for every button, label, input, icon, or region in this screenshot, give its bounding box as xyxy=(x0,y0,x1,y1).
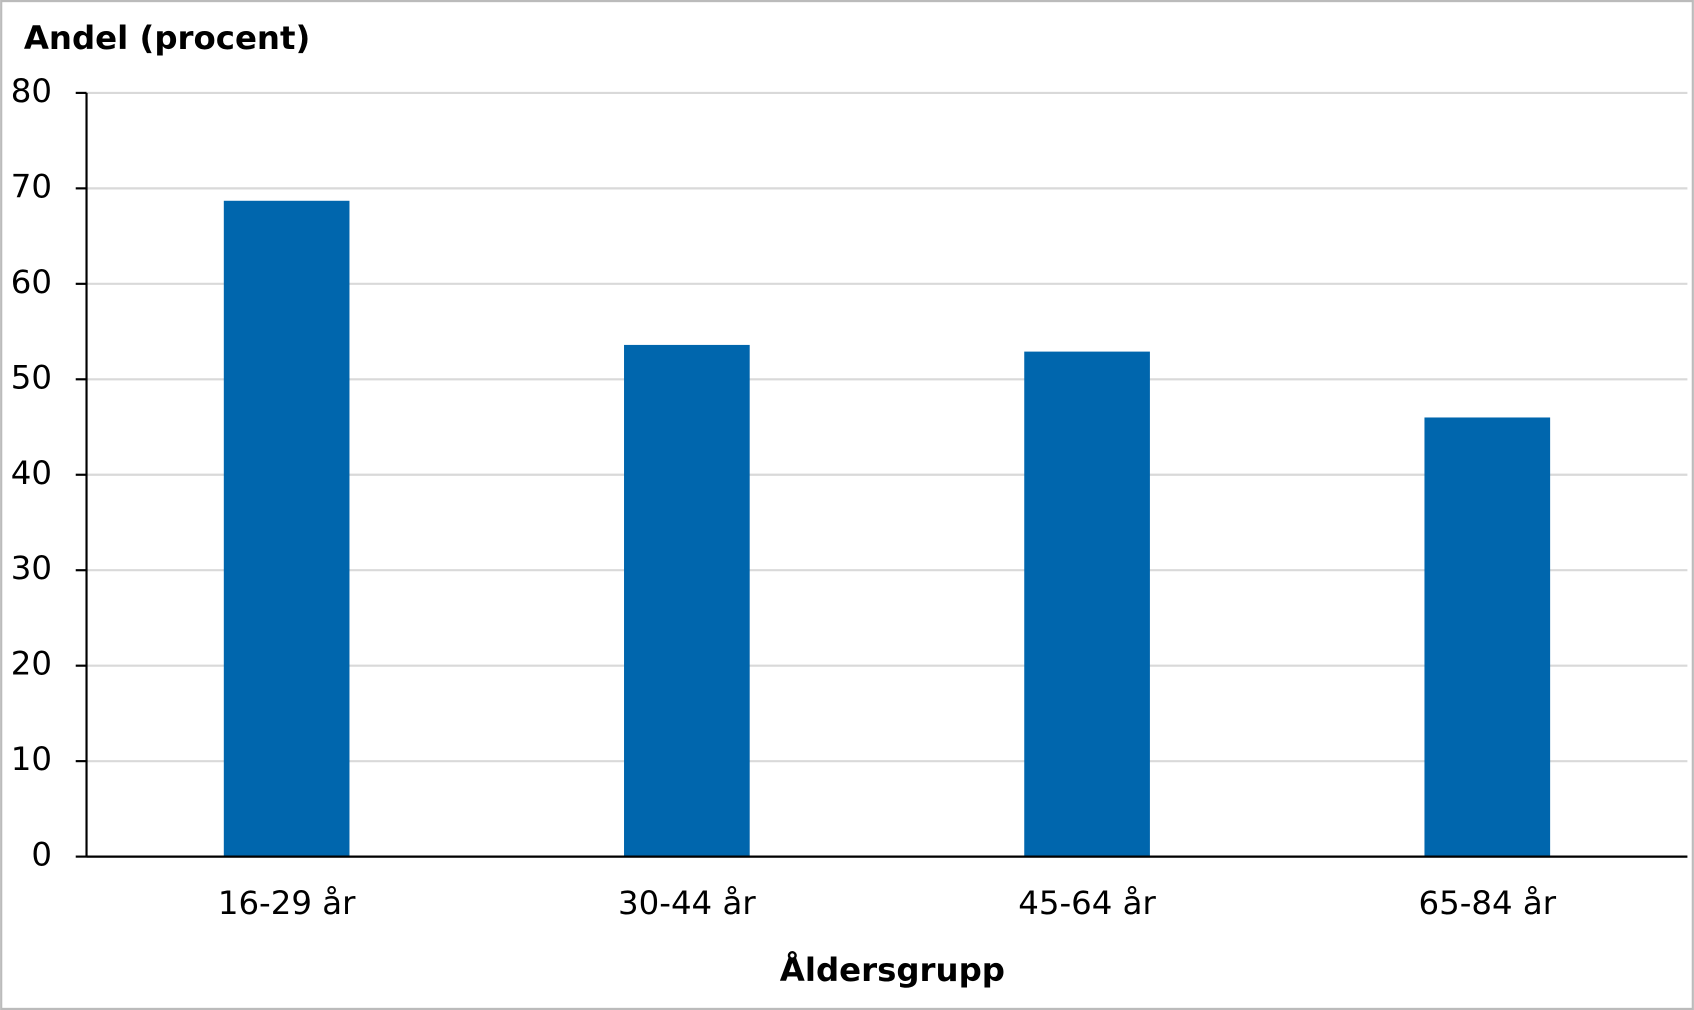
y-tick-label: 20 xyxy=(11,645,52,683)
x-tick-label: 30-44 år xyxy=(618,884,756,922)
y-tick-label: 70 xyxy=(11,167,52,205)
y-tick-label: 50 xyxy=(11,358,52,396)
x-tick-label: 45-64 år xyxy=(1018,884,1156,922)
bar xyxy=(624,344,750,857)
y-tick-label: 80 xyxy=(11,72,52,110)
bar xyxy=(223,200,350,857)
y-axis-label: Andel (procent) xyxy=(24,19,310,57)
x-tick-label: 16-29 år xyxy=(218,884,356,922)
y-tick-label: 30 xyxy=(11,549,52,587)
x-tick-label: 65-84 år xyxy=(1418,884,1556,922)
y-tick-label: 10 xyxy=(11,740,52,778)
x-axis-label: Åldersgrupp xyxy=(780,951,1005,989)
y-tick-label: 60 xyxy=(11,263,52,301)
bar xyxy=(1024,351,1150,857)
bar xyxy=(1424,417,1551,857)
y-tick-label: 0 xyxy=(31,836,52,874)
y-tick-label: 40 xyxy=(11,454,52,492)
